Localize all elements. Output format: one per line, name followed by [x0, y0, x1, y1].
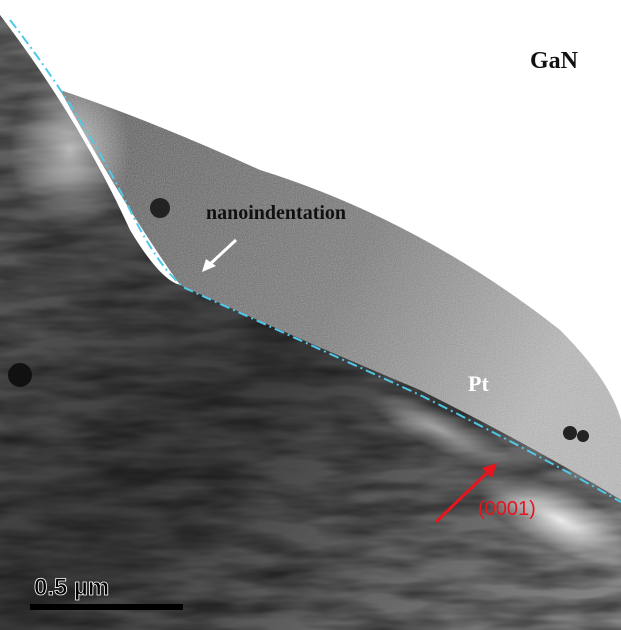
micrograph: GaN nanoindentation Pt (0001) 0.5 µm: [0, 0, 621, 630]
defect: [8, 363, 32, 387]
label-gan: GaN: [530, 48, 579, 74]
label-nanoindentation: nanoindentation: [206, 202, 346, 224]
label-direction: (0001): [478, 498, 536, 520]
particle: [577, 430, 589, 442]
bright-region: [10, 70, 130, 230]
page: GaN nanoindentation Pt (0001) 0.5 µm (()…: [0, 0, 621, 630]
scale-bar: [30, 604, 183, 610]
label-pt: Pt: [468, 371, 489, 396]
particle: [150, 198, 170, 218]
particle: [563, 426, 577, 440]
scale-bar-label: 0.5 µm: [34, 574, 109, 601]
